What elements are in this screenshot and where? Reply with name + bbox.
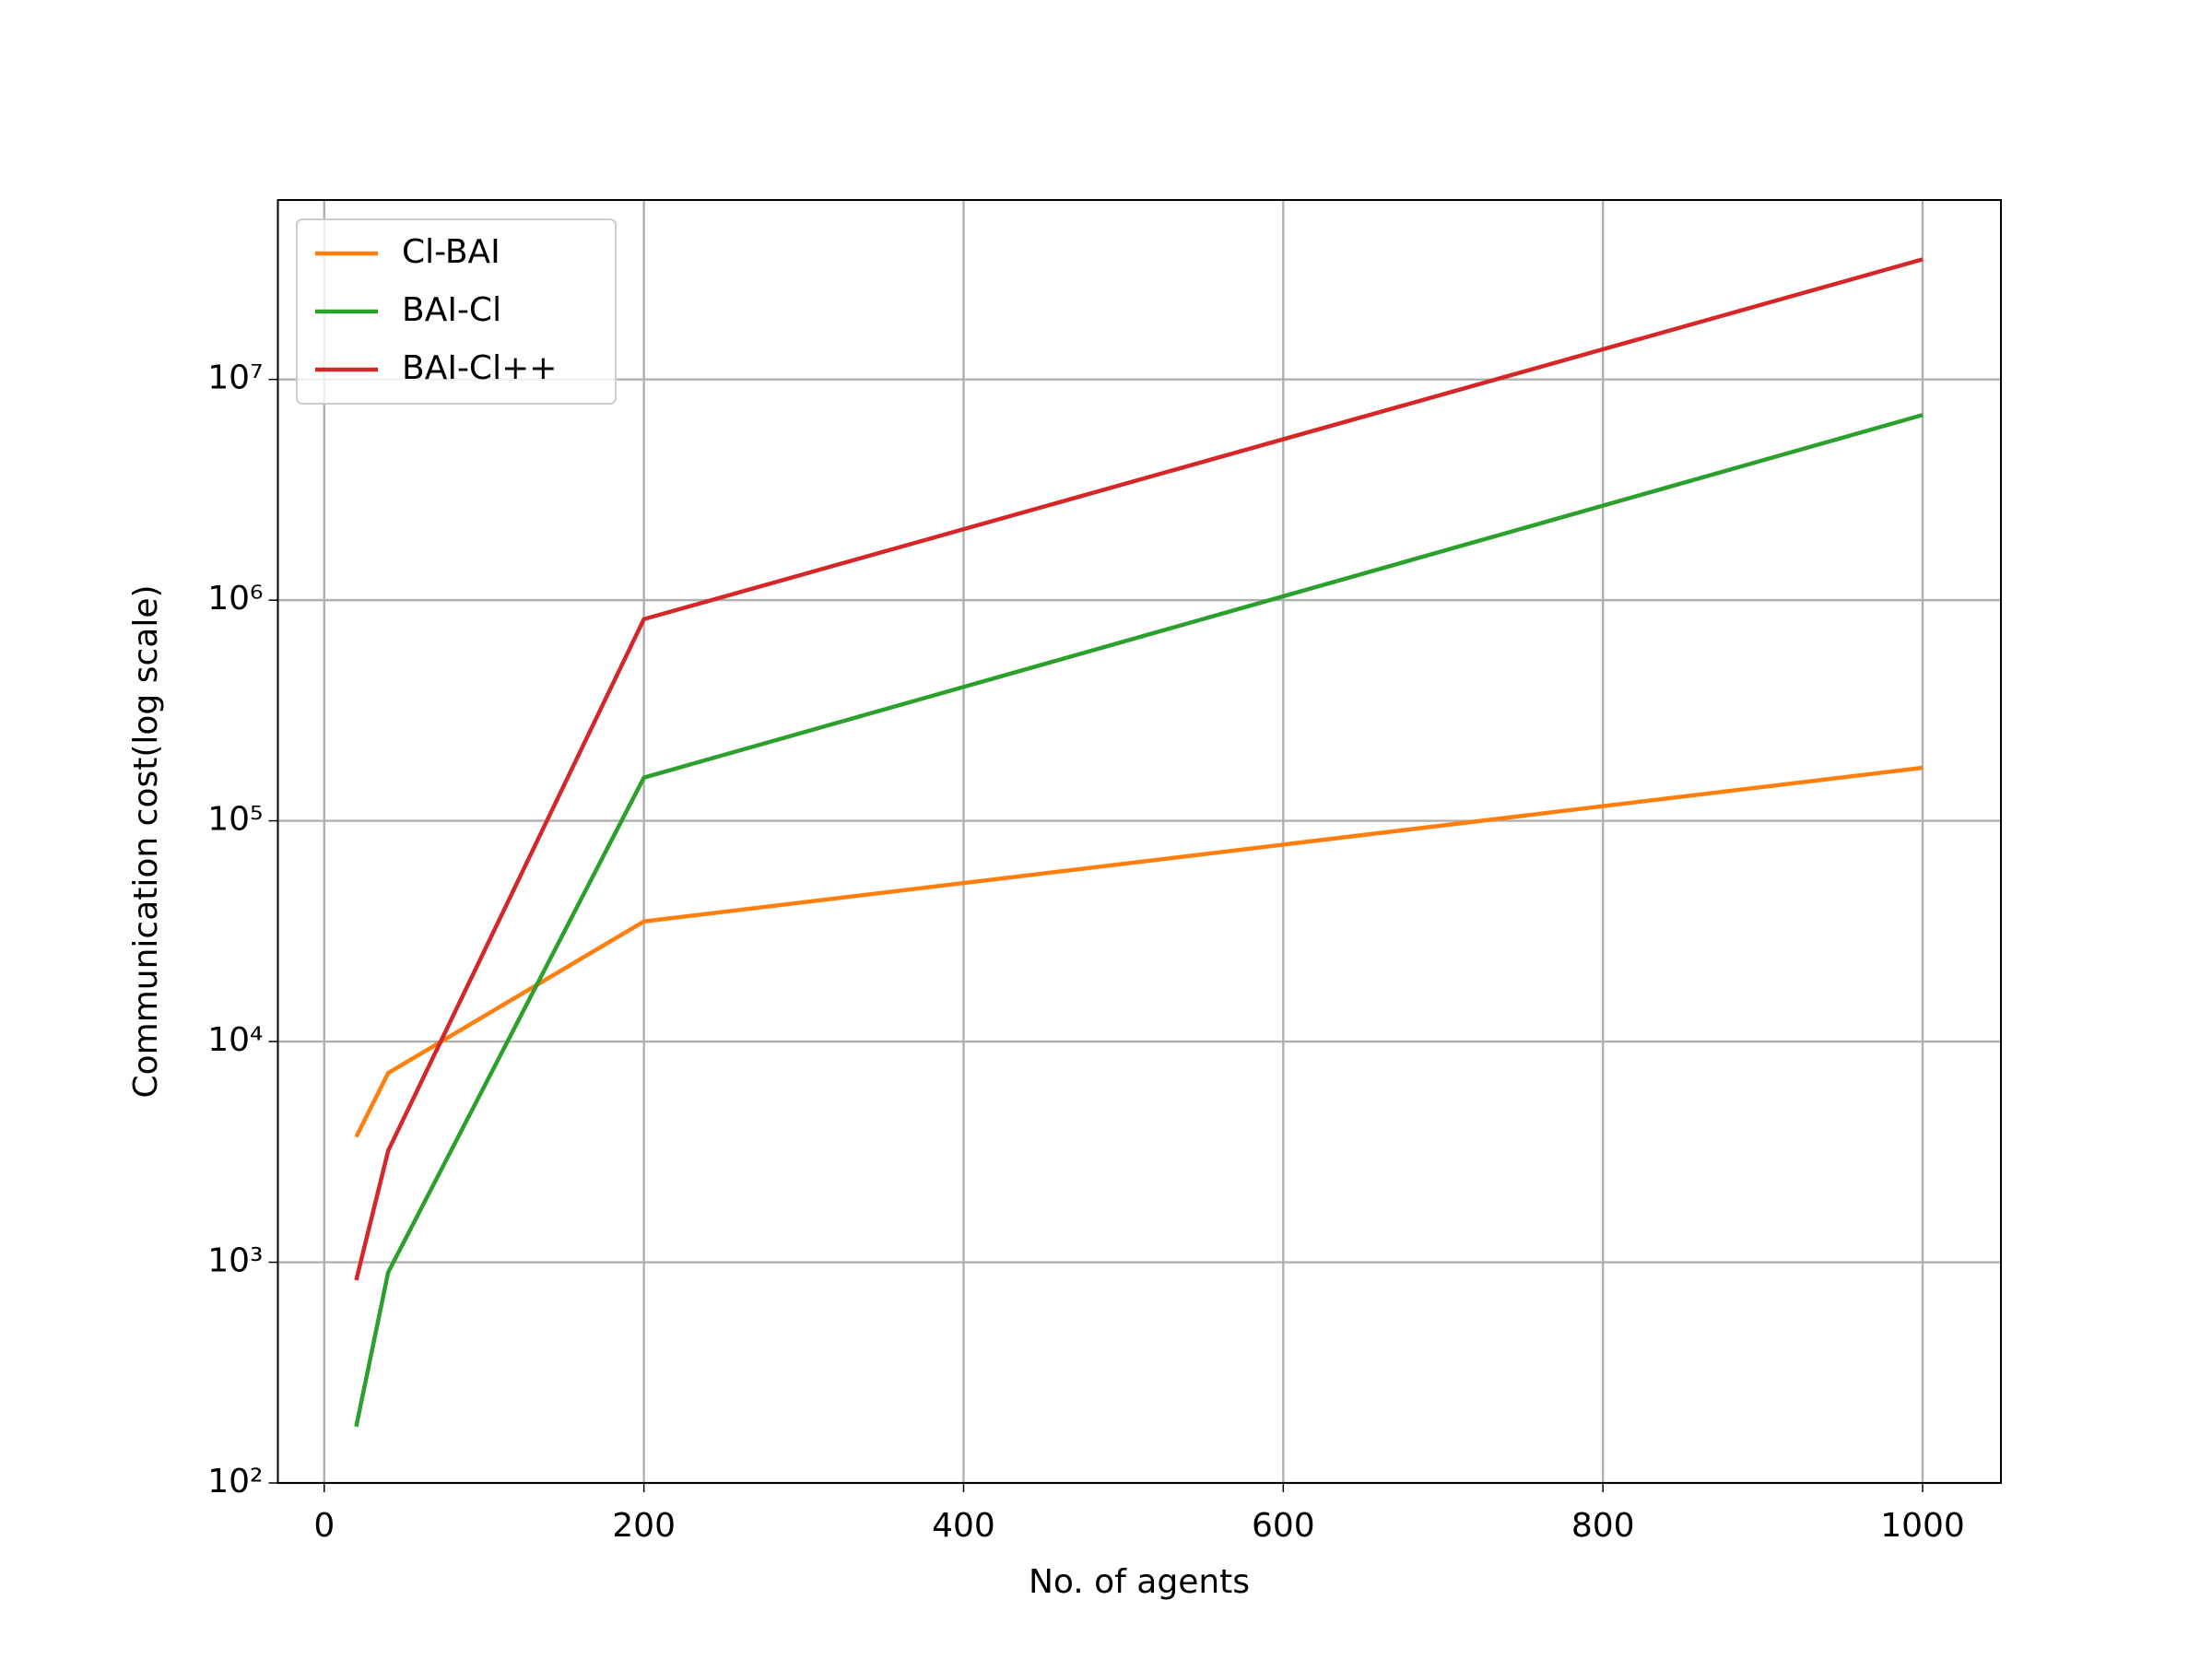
- x-tick-label: 1000: [1880, 1507, 1965, 1545]
- legend-label: BAI-Cl: [402, 291, 501, 329]
- y-tick-label: 10⁴: [207, 1021, 263, 1059]
- legend-label: Cl-BAI: [402, 233, 500, 271]
- series-line: [354, 413, 1924, 1428]
- y-tick-label: 10³: [207, 1242, 263, 1280]
- y-axis-label: Communication cost(log scale): [127, 584, 165, 1098]
- x-tick-label: 800: [1571, 1507, 1635, 1545]
- legend-box: [296, 218, 617, 405]
- y-tick-label: 10⁶: [207, 580, 263, 618]
- x-tick-label: 0: [313, 1507, 335, 1545]
- y-tick-label: 10²: [207, 1463, 263, 1500]
- y-tick-label: 10⁷: [207, 359, 263, 397]
- x-tick-label: 400: [932, 1507, 995, 1545]
- series-line: [354, 765, 1924, 1138]
- legend: Cl-BAI BAI-Cl BAI-Cl++: [296, 218, 617, 405]
- x-axis-label: No. of agents: [1029, 1563, 1250, 1601]
- x-tick-label: 200: [612, 1507, 676, 1545]
- series-line: [354, 257, 1924, 1281]
- legend-label: BAI-Cl++: [402, 349, 557, 387]
- x-tick-label: 600: [1252, 1507, 1315, 1545]
- y-tick-label: 10⁵: [207, 801, 263, 839]
- plot-frame: [276, 199, 2002, 1484]
